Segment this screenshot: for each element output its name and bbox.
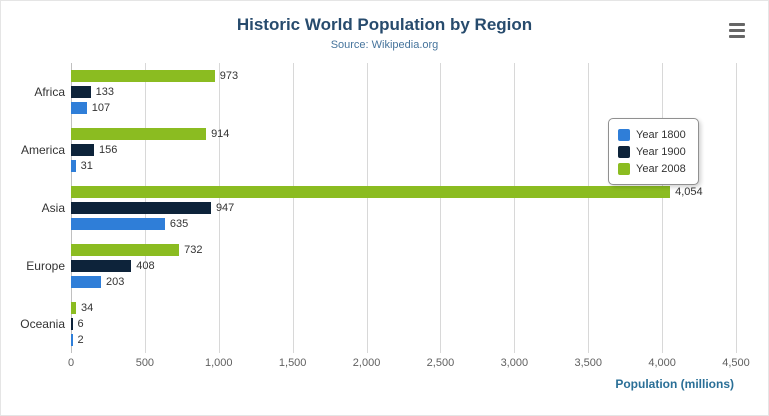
- legend-item[interactable]: Year 2008: [618, 160, 686, 177]
- bar-value-label: 408: [136, 260, 155, 272]
- x-tick-label: 1,000: [205, 357, 233, 369]
- bar-value-label: 156: [99, 144, 118, 156]
- x-tick-label: 4,500: [722, 357, 750, 369]
- category-label: Oceania: [20, 317, 65, 331]
- bar[interactable]: [71, 334, 73, 346]
- x-tick-label: 500: [135, 357, 155, 369]
- x-tick-label: 3,500: [574, 357, 602, 369]
- legend-swatch: [618, 162, 630, 175]
- bar[interactable]: [71, 302, 77, 314]
- bar[interactable]: [71, 186, 671, 198]
- x-axis-labels: 0 500 1,000 1,500 2,000 2,500 3,000 3,500 4,000 4…: [67, 357, 750, 371]
- hamburger-icon: [729, 34, 745, 38]
- legend-item[interactable]: Year 1900: [618, 143, 686, 160]
- gridline: [292, 63, 294, 353]
- bar-value-label: 34: [81, 302, 94, 314]
- gridline: [736, 63, 737, 353]
- x-tick-label: 1,500: [278, 357, 307, 369]
- category-label: Africa: [34, 85, 65, 99]
- x-tick-label: 2,500: [426, 357, 455, 369]
- gridline: [440, 63, 442, 353]
- bar-value-label: 2: [77, 334, 84, 346]
- x-tick-label: 0: [67, 357, 75, 369]
- bar[interactable]: [71, 160, 76, 172]
- bar[interactable]: [71, 218, 165, 230]
- legend: Year 1800 Year 1900 Year 2008: [608, 118, 699, 185]
- bar[interactable]: [71, 260, 132, 272]
- bar-value-label: 203: [105, 276, 125, 288]
- chart-subtitle: Source: Wikipedia.org: [330, 39, 439, 51]
- bar[interactable]: [71, 86, 91, 98]
- chart-title: Historic World Population by Region: [236, 15, 533, 34]
- gridline: [662, 63, 664, 353]
- bar[interactable]: [71, 128, 207, 140]
- legend-item-label: Year 1900: [636, 145, 686, 158]
- bar-value-label: 914: [211, 128, 230, 140]
- x-axis-title: Population (millions): [615, 377, 734, 391]
- bar[interactable]: [71, 70, 215, 82]
- export-menu-button[interactable]: [724, 19, 750, 41]
- category-label: America: [20, 143, 65, 157]
- bar[interactable]: [71, 244, 180, 256]
- gridline: [366, 63, 368, 353]
- bar[interactable]: [71, 202, 211, 214]
- bar-value-label: 133: [95, 86, 114, 98]
- plot-area: 973 133 107 914 156 31 4,054 947 635 732 408 203 34 6…: [71, 63, 737, 353]
- bar-value-label: 635: [169, 218, 189, 230]
- bar-value-label: 107: [91, 102, 111, 114]
- x-tick-label: 3,000: [500, 357, 529, 369]
- bar[interactable]: [71, 318, 73, 330]
- y-axis-labels: Africa America Asia Europe Oceania: [1, 63, 65, 353]
- bar-value-label: 4,054: [675, 186, 703, 198]
- bar-value-label: 732: [184, 244, 203, 256]
- bar-value-label: 973: [219, 70, 239, 82]
- legend-item-label: Year 1800: [636, 128, 686, 141]
- legend-swatch: [618, 128, 630, 141]
- x-tick-label: 4,000: [648, 357, 676, 369]
- category-label: Asia: [41, 201, 65, 215]
- hamburger-icon: [729, 28, 745, 32]
- category-label: Europe: [26, 259, 65, 273]
- gridline: [218, 63, 220, 353]
- bar[interactable]: [71, 144, 95, 156]
- legend-swatch: [618, 145, 630, 158]
- bar[interactable]: [71, 102, 87, 114]
- bar-value-label: 31: [80, 160, 93, 172]
- x-tick-label: 2,000: [352, 357, 381, 369]
- gridline: [588, 63, 590, 353]
- bar[interactable]: [71, 276, 101, 288]
- gridline: [514, 63, 516, 353]
- legend-item-label: Year 2008: [636, 162, 686, 175]
- hamburger-icon: [729, 22, 745, 26]
- bar-value-label: 6: [77, 318, 84, 330]
- legend-item[interactable]: Year 1800: [618, 126, 686, 143]
- bar-value-label: 947: [215, 202, 235, 214]
